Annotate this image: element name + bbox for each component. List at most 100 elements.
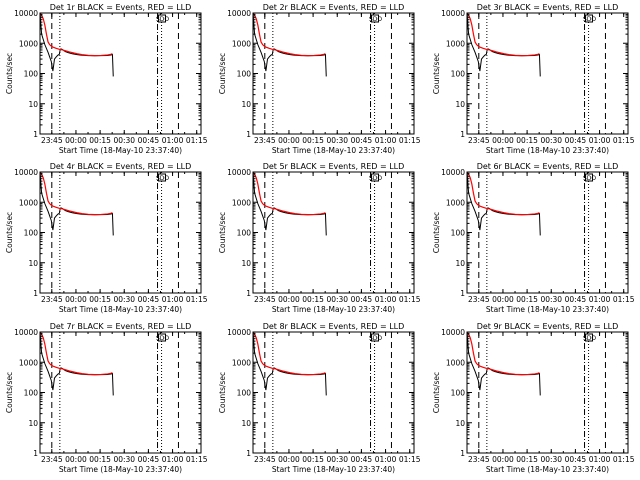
sdo-marker <box>371 14 380 23</box>
y-tick-label: 1000 <box>232 198 251 207</box>
y-tick-label: 100 <box>451 389 466 398</box>
x-tick-label: 23:45 <box>41 455 63 464</box>
y-tick-label: 10 <box>241 100 251 109</box>
panel-title: Det 5r BLACK = Events, RED = LLD <box>263 162 405 171</box>
x-tick-label: 01:15 <box>399 455 421 464</box>
x-tick-label: 01:00 <box>375 455 397 464</box>
panels-layer: Det 1r BLACK = Events, RED = LLDSDO11010… <box>5 3 635 474</box>
x-tick-label: 00:30 <box>540 295 562 304</box>
x-axis-label: Start Time (18-May-10 23:37:40) <box>59 146 182 155</box>
panel-title: Det 6r BLACK = Events, RED = LLD <box>477 162 619 171</box>
x-tick-label: 00:15 <box>89 136 111 145</box>
y-axis-label: Counts/sec <box>5 53 14 94</box>
x-tick-label: 00:30 <box>540 136 562 145</box>
x-tick-label: 00:15 <box>302 295 324 304</box>
y-tick-label: 1 <box>460 289 465 298</box>
x-tick-label: 00:30 <box>326 295 348 304</box>
sdo-marker <box>371 333 380 342</box>
x-axis-label: Start Time (18-May-10 23:37:40) <box>59 465 182 474</box>
x-axis-label: Start Time (18-May-10 23:37:40) <box>59 305 182 314</box>
y-tick-label: 10000 <box>441 328 465 337</box>
x-tick-label: 01:00 <box>162 136 184 145</box>
lld-series-line <box>252 331 326 376</box>
y-axis-label: Counts/sec <box>432 372 441 413</box>
sdo-label: SDO <box>583 175 596 182</box>
y-tick-label: 10 <box>28 100 38 109</box>
y-axis-label: Counts/sec <box>5 372 14 413</box>
panel-title: Det 4r BLACK = Events, RED = LLD <box>50 162 192 171</box>
x-tick-label: 00:45 <box>138 295 160 304</box>
x-tick-label: 00:00 <box>278 455 300 464</box>
x-tick-label: 00:30 <box>326 455 348 464</box>
panel-title: Det 8r BLACK = Events, RED = LLD <box>263 322 405 331</box>
x-tick-label: 23:45 <box>41 136 63 145</box>
detector-panel-2: Det 2r BLACK = Events, RED = LLD SDO 1 10 10… <box>218 3 421 155</box>
y-tick-label: 1000 <box>446 198 465 207</box>
detector-panel-4: Det 4r BLACK = Events, RED = LLD SDO 1 10 10… <box>5 162 208 314</box>
y-tick-label: 10000 <box>441 9 465 18</box>
x-tick-label: 00:15 <box>516 136 538 145</box>
y-axis-label: Counts/sec <box>5 212 14 253</box>
x-axis-label: Start Time (18-May-10 23:37:40) <box>486 305 609 314</box>
sdo-label: SDO <box>583 16 596 23</box>
y-tick-label: 100 <box>24 70 39 79</box>
detector-panel-5: Det 5r BLACK = Events, RED = LLD SDO 1 10 10… <box>218 162 421 314</box>
y-tick-label: 1 <box>246 449 251 458</box>
y-tick-label: 100 <box>24 389 39 398</box>
x-tick-label: 23:45 <box>468 295 490 304</box>
y-tick-label: 1000 <box>19 39 38 48</box>
y-tick-label: 1 <box>33 449 38 458</box>
x-tick-label: 00:45 <box>138 455 160 464</box>
y-axis-label: Counts/sec <box>218 53 227 94</box>
detector-panel-8: Det 8r BLACK = Events, RED = LLD SDO 1 10 10… <box>218 322 421 474</box>
x-tick-label: 00:30 <box>113 295 135 304</box>
x-tick-label: 00:45 <box>565 136 587 145</box>
x-tick-label: 00:45 <box>351 455 373 464</box>
lld-series-line <box>466 171 540 216</box>
y-tick-label: 100 <box>237 389 252 398</box>
x-tick-label: 23:45 <box>468 455 490 464</box>
y-tick-label: 1 <box>460 130 465 139</box>
y-tick-label: 1 <box>33 289 38 298</box>
x-tick-label: 01:15 <box>613 455 635 464</box>
sdo-label: SDO <box>369 335 382 342</box>
x-tick-label: 00:00 <box>65 295 87 304</box>
x-tick-label: 01:15 <box>186 455 208 464</box>
x-tick-label: 01:15 <box>186 295 208 304</box>
y-axis-label: Counts/sec <box>218 372 227 413</box>
sdo-label: SDO <box>156 16 169 23</box>
sdo-label: SDO <box>369 175 382 182</box>
sdo-marker <box>585 333 594 342</box>
x-tick-label: 01:00 <box>589 295 611 304</box>
y-tick-label: 1 <box>460 449 465 458</box>
lld-series-line <box>39 331 113 376</box>
sdo-label: SDO <box>156 175 169 182</box>
x-tick-label: 00:00 <box>65 455 87 464</box>
x-tick-label: 00:15 <box>516 455 538 464</box>
y-tick-label: 1000 <box>19 198 38 207</box>
x-tick-label: 01:00 <box>375 136 397 145</box>
sdo-marker <box>158 173 167 182</box>
x-tick-label: 00:30 <box>326 136 348 145</box>
panel-title: Det 3r BLACK = Events, RED = LLD <box>477 3 619 12</box>
y-tick-label: 10000 <box>227 9 251 18</box>
panel-title: Det 1r BLACK = Events, RED = LLD <box>50 3 192 12</box>
y-tick-label: 100 <box>237 229 252 238</box>
x-tick-label: 00:00 <box>492 136 514 145</box>
y-tick-label: 1000 <box>232 39 251 48</box>
detector-panel-7: Det 7r BLACK = Events, RED = LLD SDO 1 10 10… <box>5 322 208 474</box>
x-tick-label: 00:45 <box>565 295 587 304</box>
panel-title: Det 2r BLACK = Events, RED = LLD <box>263 3 405 12</box>
x-tick-label: 01:00 <box>162 295 184 304</box>
y-tick-label: 10000 <box>14 168 38 177</box>
y-tick-label: 1000 <box>446 358 465 367</box>
x-tick-label: 23:45 <box>41 295 63 304</box>
x-tick-label: 00:45 <box>351 136 373 145</box>
x-tick-label: 23:45 <box>254 136 276 145</box>
x-axis-label: Start Time (18-May-10 23:37:40) <box>486 146 609 155</box>
x-axis-label: Start Time (18-May-10 23:37:40) <box>272 305 395 314</box>
y-tick-label: 10 <box>455 419 465 428</box>
x-tick-label: 01:00 <box>162 455 184 464</box>
